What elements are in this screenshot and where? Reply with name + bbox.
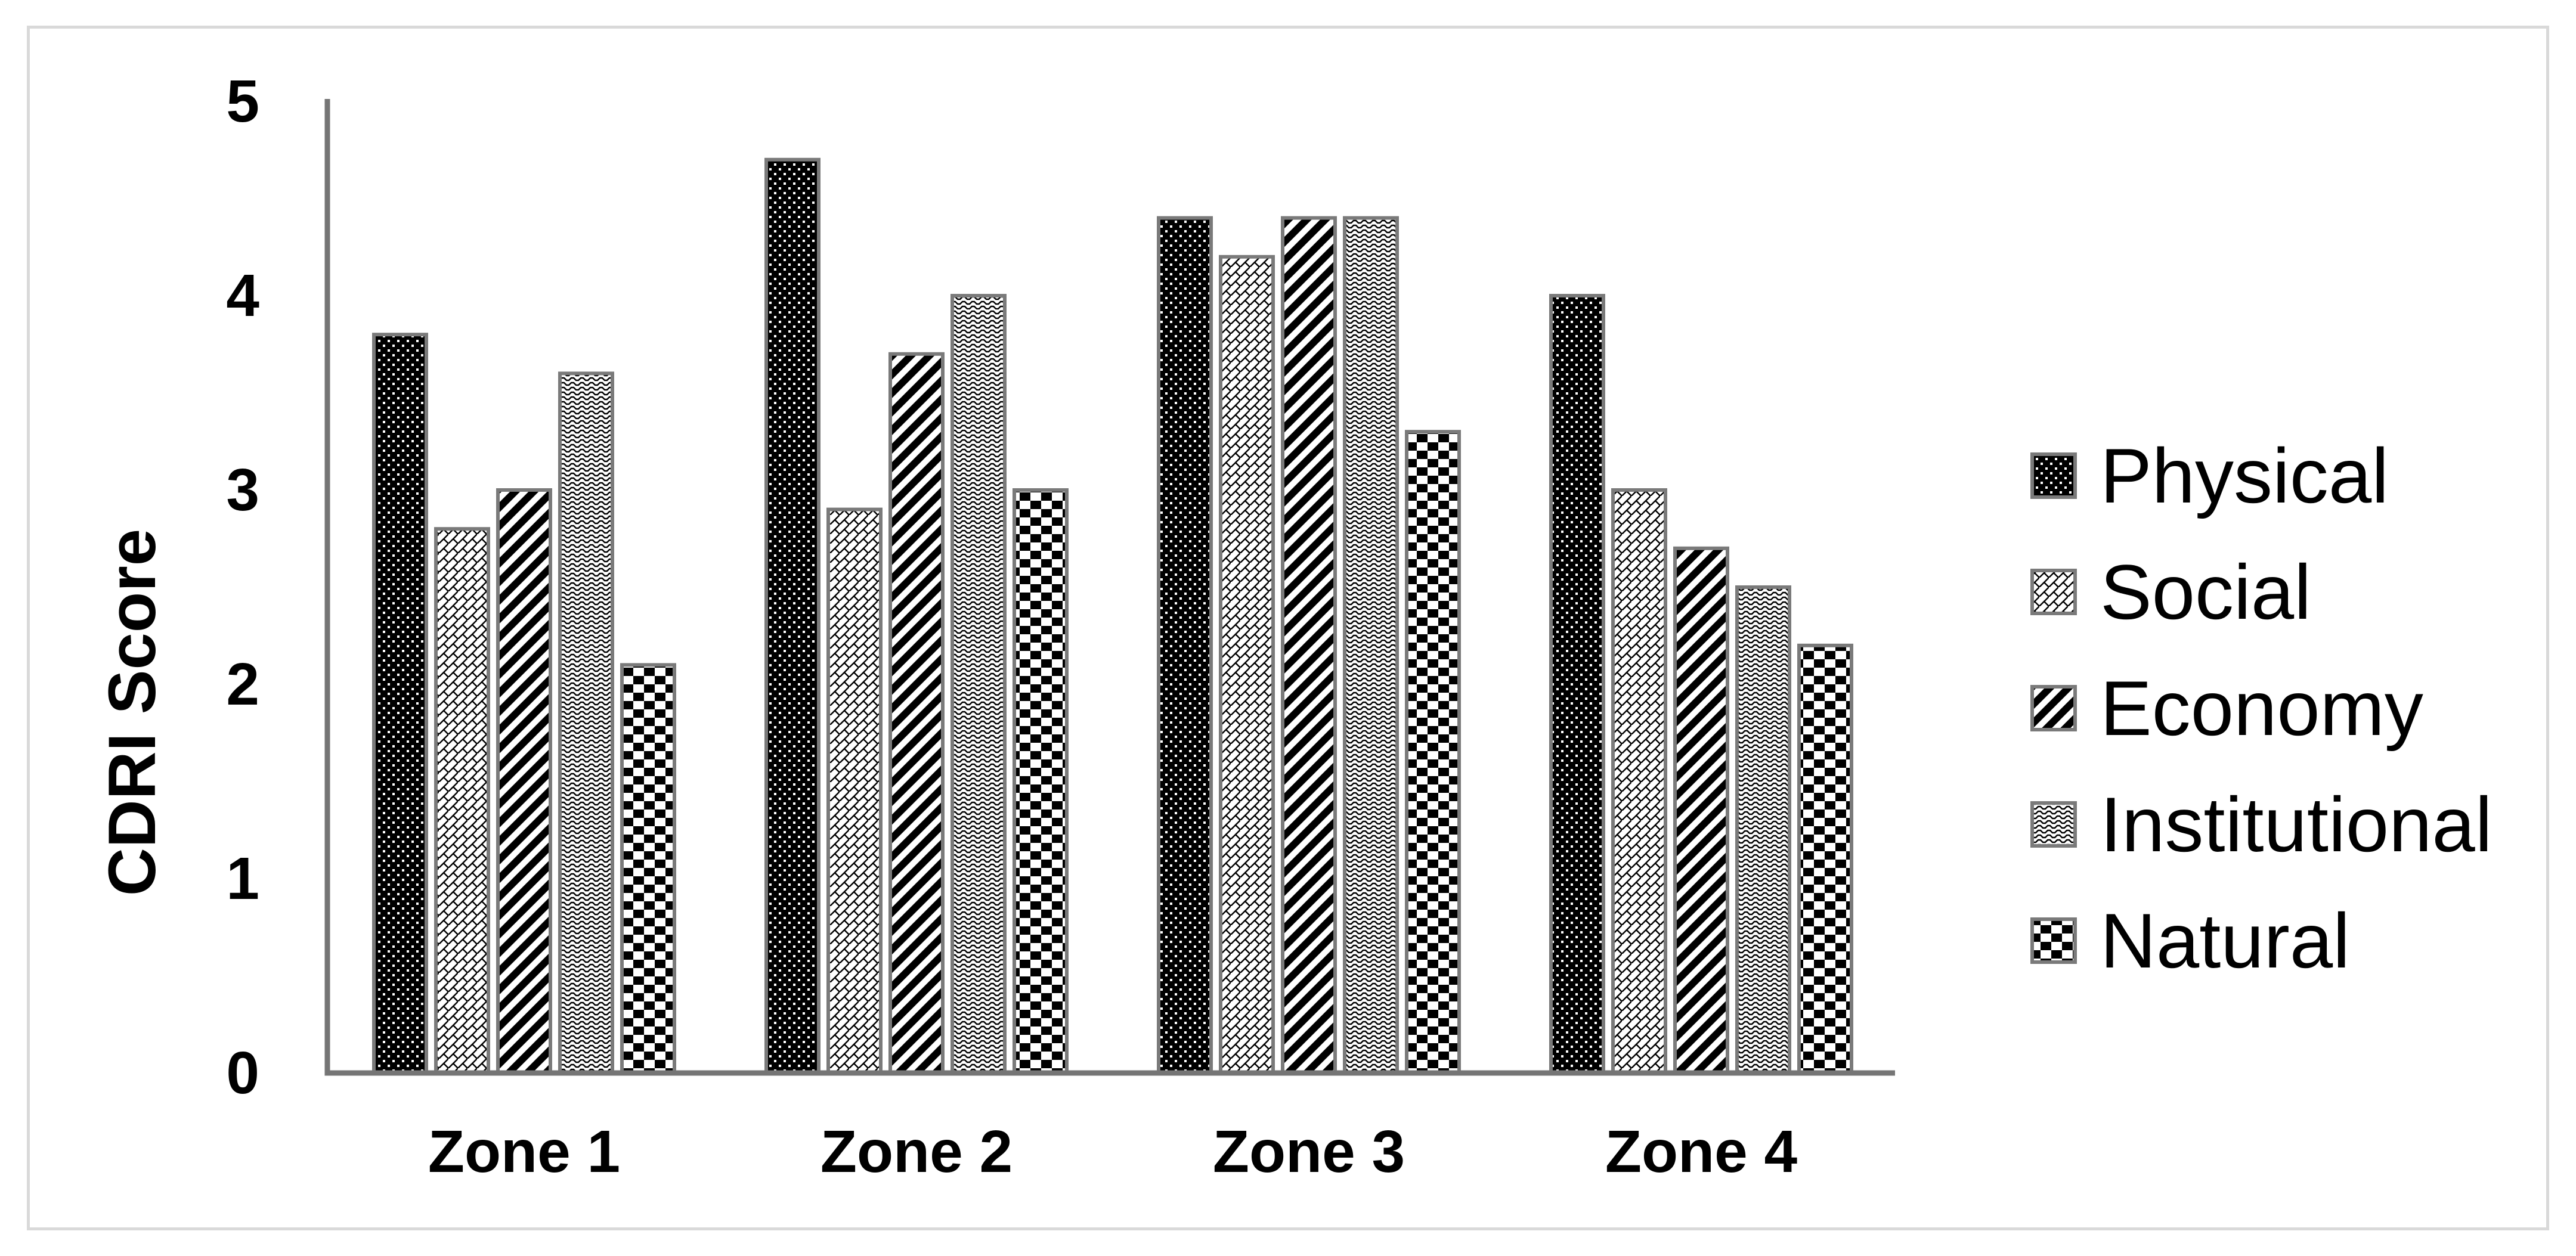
bar-social-zone-4 <box>1611 488 1667 1075</box>
y-tick-5: 5 <box>226 68 259 135</box>
y-tick-4: 4 <box>226 262 259 329</box>
bar-social-zone-3 <box>1219 255 1275 1075</box>
bar-institutional-zone-1 <box>558 371 614 1075</box>
bar-physical-zone-2 <box>764 157 821 1075</box>
bar-economy-zone-1 <box>496 488 552 1075</box>
x-label-zone-3: Zone 3 <box>1212 1118 1405 1185</box>
y-tick-2: 2 <box>226 651 259 718</box>
legend-row-social: Social <box>2030 534 2493 650</box>
y-axis-title: CDRI Score <box>95 528 169 897</box>
y-tick-1: 1 <box>226 845 259 912</box>
legend-label-physical: Physical <box>2100 432 2389 519</box>
legend-swatch-physical-icon <box>2030 452 2077 499</box>
bar-physical-zone-3 <box>1157 216 1213 1075</box>
legend-label-natural: Natural <box>2100 897 2351 984</box>
bar-natural-zone-2 <box>1013 488 1069 1075</box>
bar-social-zone-2 <box>826 507 883 1075</box>
x-label-zone-4: Zone 4 <box>1605 1118 1798 1185</box>
legend-row-physical: Physical <box>2030 417 2493 534</box>
bar-natural-zone-4 <box>1797 643 1853 1075</box>
bar-natural-zone-1 <box>620 663 676 1075</box>
bar-institutional-zone-2 <box>950 294 1007 1075</box>
legend-label-social: Social <box>2100 548 2312 635</box>
legend-swatch-economy-icon <box>2030 684 2077 731</box>
legend-swatch-social-icon <box>2030 568 2077 615</box>
x-label-zone-2: Zone 2 <box>820 1118 1013 1185</box>
legend: Physical Social Economy Institutional Na… <box>2030 417 2493 998</box>
bar-economy-zone-3 <box>1281 216 1337 1075</box>
legend-row-natural: Natural <box>2030 882 2493 998</box>
bar-natural-zone-3 <box>1405 430 1461 1075</box>
x-label-zone-1: Zone 1 <box>428 1118 621 1185</box>
legend-row-institutional: Institutional <box>2030 766 2493 882</box>
bar-social-zone-1 <box>434 527 490 1075</box>
bar-physical-zone-4 <box>1549 294 1605 1075</box>
bar-institutional-zone-3 <box>1343 216 1399 1075</box>
legend-swatch-institutional-icon <box>2030 801 2077 848</box>
legend-label-institutional: Institutional <box>2100 780 2493 868</box>
y-tick-3: 3 <box>226 457 259 523</box>
axis-lines <box>324 99 1895 1076</box>
legend-row-economy: Economy <box>2030 650 2493 766</box>
legend-swatch-natural-icon <box>2030 917 2077 964</box>
y-tick-0: 0 <box>226 1040 259 1106</box>
bar-institutional-zone-4 <box>1735 585 1791 1075</box>
bar-economy-zone-4 <box>1673 546 1729 1075</box>
bar-economy-zone-2 <box>888 352 945 1075</box>
bar-physical-zone-1 <box>372 333 428 1075</box>
legend-label-economy: Economy <box>2100 664 2423 752</box>
